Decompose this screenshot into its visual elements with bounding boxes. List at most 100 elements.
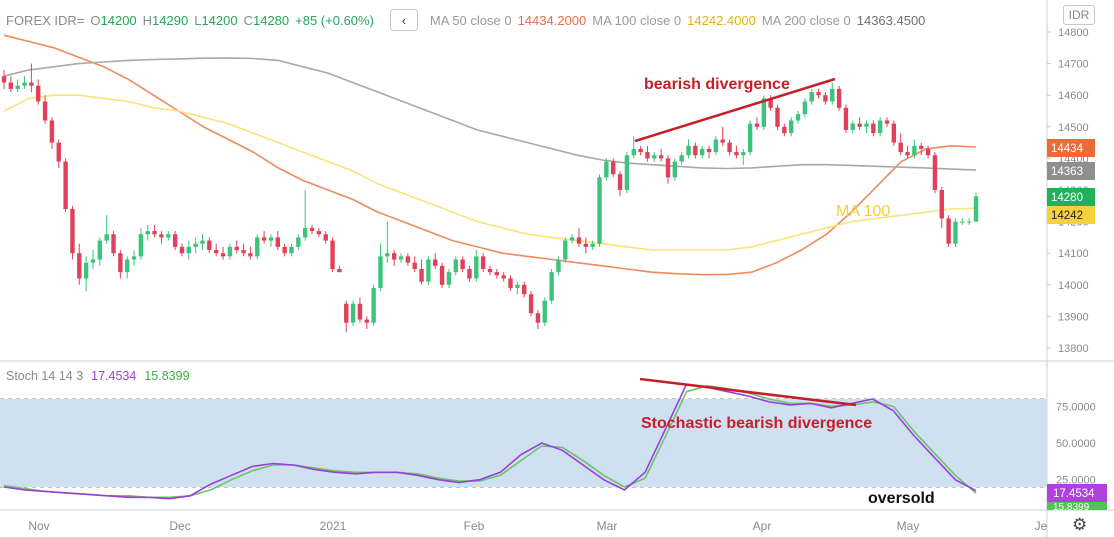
candle-body (90, 259, 96, 263)
price-tick-label: 13900 (1058, 311, 1089, 323)
candle-body (460, 259, 465, 269)
candle-body (152, 231, 157, 235)
stochastic-divergence-label: Stochastic bearish divergence (641, 415, 872, 432)
price-tick-label: 14000 (1058, 280, 1089, 292)
candle-body (111, 234, 116, 254)
candle-body (761, 98, 767, 127)
currency-button[interactable]: IDR (1063, 5, 1095, 25)
candle-body (754, 123, 760, 127)
collapse-legend-button[interactable]: ‹ (389, 9, 418, 31)
candle-body (713, 139, 719, 153)
ma-line-ma200 (3, 57, 977, 171)
bearish-divergence-label: bearish divergence (644, 76, 790, 93)
candle-body (898, 142, 903, 153)
candle-body (36, 85, 41, 102)
candle-body (77, 253, 82, 279)
candle-body (15, 85, 20, 89)
candle-body (665, 158, 671, 178)
time-label: Feb (464, 519, 485, 533)
candle-body (830, 88, 835, 102)
candle-body (248, 253, 253, 257)
candle-body (63, 161, 68, 209)
candle-body (658, 155, 664, 159)
price-label-box (1047, 188, 1095, 206)
candle-body (357, 303, 363, 320)
oversold-label: oversold (868, 490, 935, 507)
candle-body (412, 262, 417, 269)
stoch-k-label-text: 17.4534 (1053, 488, 1095, 500)
candle-body (549, 272, 554, 301)
candle-body (446, 272, 452, 285)
chart-header: FOREX IDR= O14200 H14290 L14200 C14280 +… (6, 9, 925, 31)
low-value: 14200 (201, 12, 238, 28)
candle-body (939, 190, 944, 219)
candle-body (795, 114, 801, 121)
chevron-left-icon: ‹ (401, 12, 407, 28)
candle-body (22, 82, 27, 86)
candle-body (563, 240, 568, 260)
stochastic-lines (3, 383, 977, 500)
high-label: H (142, 12, 153, 28)
annotations: bearish divergence MA 100 Stochastic bea… (634, 76, 935, 507)
price-label-box (1047, 162, 1095, 180)
candle-body (145, 231, 150, 235)
candle-body (925, 148, 931, 156)
candle-body (364, 319, 369, 323)
time-label: Je (1035, 519, 1048, 533)
candle-body (398, 256, 404, 260)
candle-body (912, 145, 917, 156)
ma100-value: 14242.4000 (687, 12, 756, 28)
candle-body (686, 145, 691, 156)
candle-body (672, 161, 678, 178)
candle-body (309, 227, 315, 232)
close-label: C (243, 12, 253, 28)
price-trendline (634, 77, 836, 143)
candle-body (836, 88, 842, 108)
candle-body (679, 155, 684, 162)
candle-body (42, 101, 48, 121)
candle-body (439, 265, 445, 285)
stoch-d-label-box (1047, 502, 1107, 510)
time-label: Nov (28, 519, 49, 533)
candle-body (604, 161, 609, 178)
candle-body (296, 237, 301, 247)
symbol-name: FOREX IDR= (6, 12, 85, 28)
price-label-text: 14280 (1051, 192, 1083, 204)
candle-body (83, 262, 89, 279)
price-candles (1, 63, 979, 333)
candle-body (350, 303, 356, 323)
stoch-k-label-box (1047, 484, 1107, 502)
candle-body (953, 221, 958, 244)
candle-body (624, 155, 630, 190)
candle-body (385, 253, 390, 257)
candle-body (337, 269, 342, 273)
price-label-text: 14242 (1051, 210, 1083, 222)
ma100-label: MA 100 close 0 (592, 12, 682, 28)
candle-body (891, 123, 897, 143)
candle-body (378, 256, 383, 288)
candle-body (480, 256, 486, 269)
stoch-d-value: 15.8399 (144, 369, 190, 383)
candle-body (747, 123, 753, 153)
time-label: Mar (597, 519, 618, 533)
stoch-tick-label: 25.0000 (1056, 475, 1096, 487)
time-axis: Nov Dec 2021 Feb Mar Apr May Je (28, 519, 1047, 533)
candle-body (583, 243, 589, 247)
candle-body (131, 256, 137, 260)
candle-body (617, 174, 623, 190)
ma50-label: MA 50 close 0 (429, 12, 512, 28)
candle-body (1, 76, 7, 83)
candle-body (159, 234, 164, 238)
price-label-box (1047, 139, 1095, 157)
candle-body (70, 208, 75, 254)
candle-body (871, 123, 876, 134)
candle-body (344, 303, 349, 323)
candle-body (501, 275, 506, 279)
candle-body (816, 92, 821, 96)
candle-body (234, 246, 239, 251)
candle-body (302, 227, 308, 238)
time-label: Apr (753, 519, 772, 533)
gear-icon[interactable]: ⚙ (1072, 515, 1088, 534)
candle-body (433, 259, 438, 266)
